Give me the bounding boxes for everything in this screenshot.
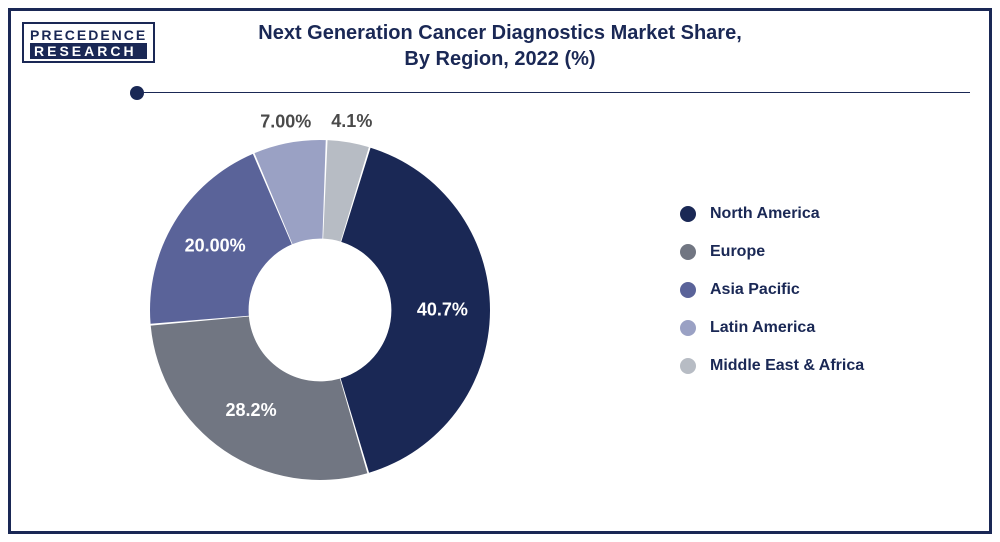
title-line-1: Next Generation Cancer Diagnostics Marke… <box>0 20 1000 46</box>
donut-chart: 40.7% 28.2% 20.00% 7.00% 4.1% <box>40 100 600 520</box>
chart-title: Next Generation Cancer Diagnostics Marke… <box>0 20 1000 72</box>
legend-swatch-icon <box>680 320 696 336</box>
slice-label: 28.2% <box>226 400 277 420</box>
legend-swatch-icon <box>680 358 696 374</box>
divider-dot-icon <box>130 86 144 100</box>
legend-label: Asia Pacific <box>710 281 800 299</box>
slice-label: 40.7% <box>417 299 468 319</box>
legend-item: Asia Pacific <box>680 281 864 299</box>
legend-swatch-icon <box>680 244 696 260</box>
title-divider <box>130 86 970 100</box>
legend-item: Latin America <box>680 319 864 337</box>
donut-slice <box>151 317 368 480</box>
title-line-2: By Region, 2022 (%) <box>0 46 1000 72</box>
donut-svg: 40.7% 28.2% 20.00% 7.00% 4.1% <box>40 100 600 520</box>
legend-label: North America <box>710 205 820 223</box>
legend-item: Middle East & Africa <box>680 357 864 375</box>
slice-label: 4.1% <box>331 111 372 131</box>
legend-label: Middle East & Africa <box>710 357 864 375</box>
legend-item: North America <box>680 205 864 223</box>
legend-label: Latin America <box>710 319 815 337</box>
legend-swatch-icon <box>680 282 696 298</box>
slice-label: 7.00% <box>260 111 311 131</box>
slice-label: 20.00% <box>185 236 246 256</box>
legend: North America Europe Asia Pacific Latin Ame… <box>680 205 864 395</box>
divider-line <box>140 92 970 93</box>
legend-label: Europe <box>710 243 765 261</box>
legend-swatch-icon <box>680 206 696 222</box>
legend-item: Europe <box>680 243 864 261</box>
